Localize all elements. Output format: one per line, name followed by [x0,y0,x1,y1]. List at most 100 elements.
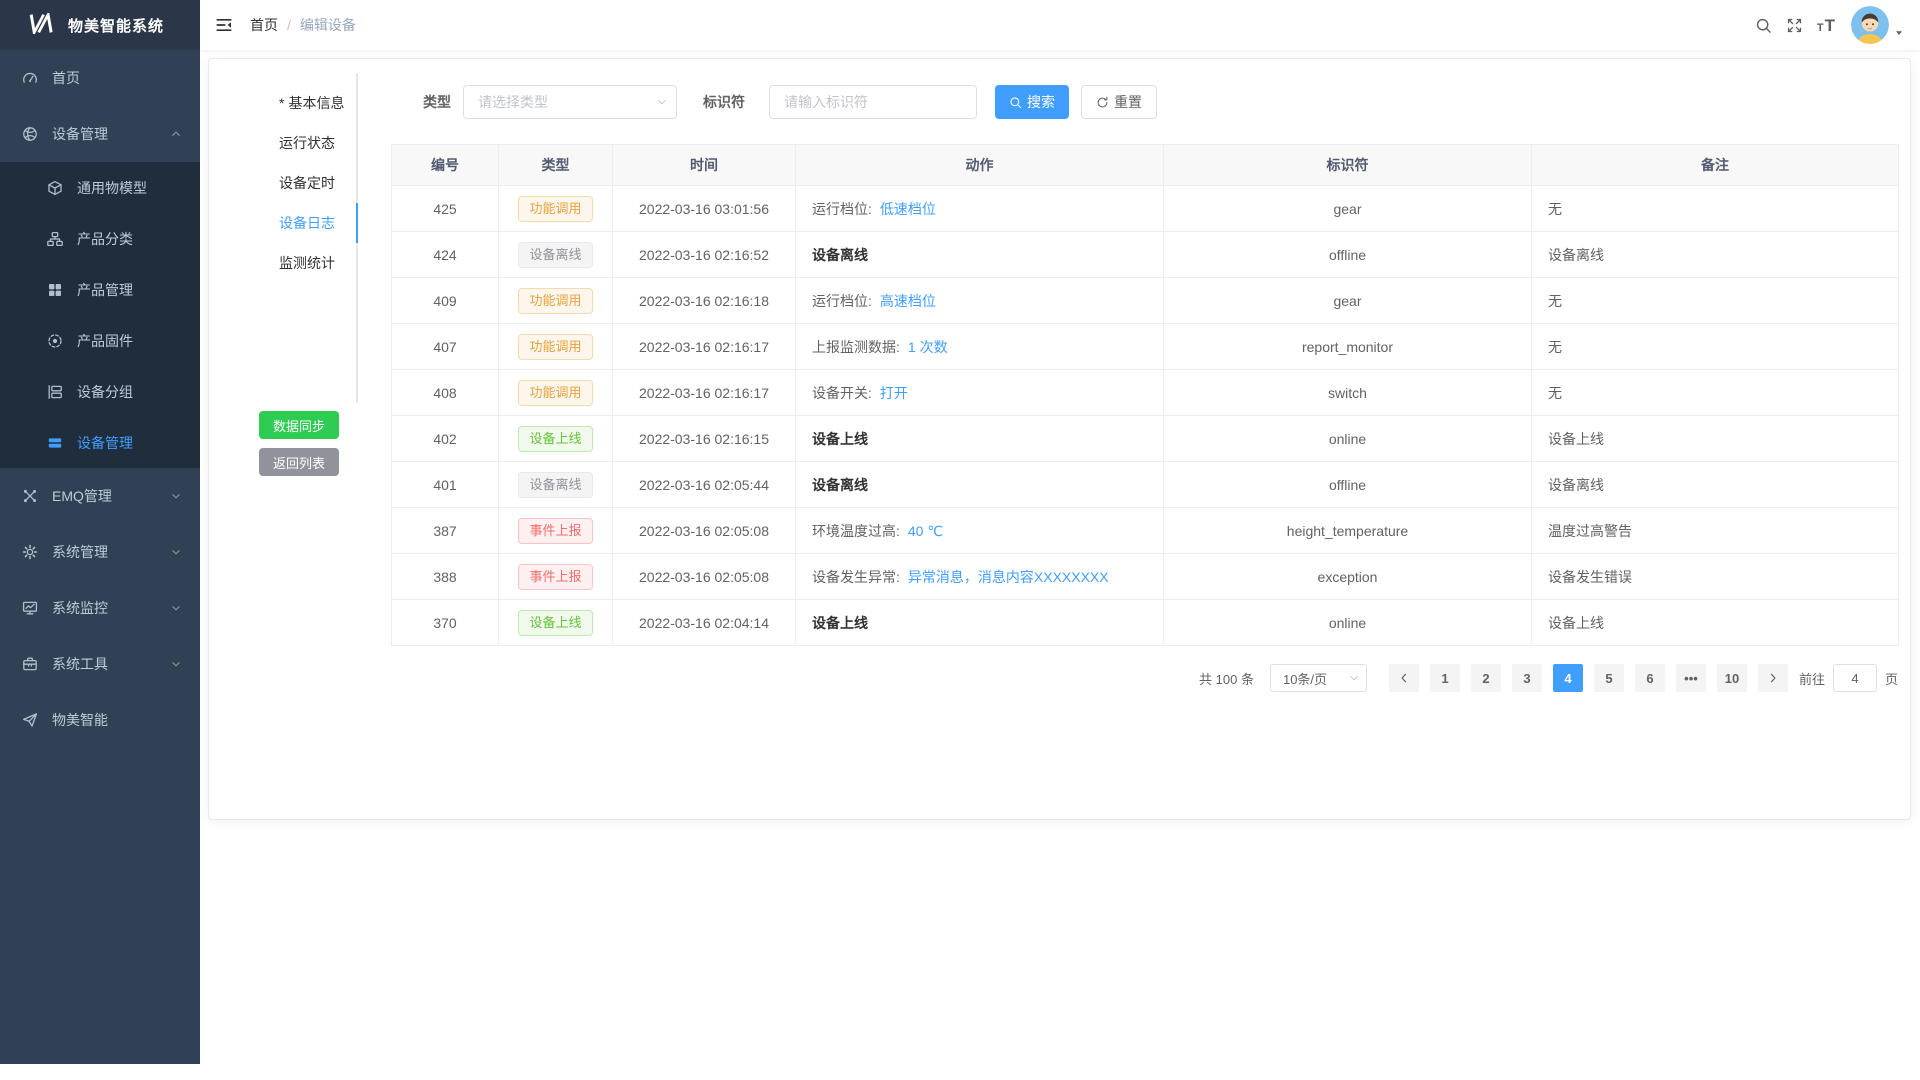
log-type-tag: 设备上线 [518,609,593,636]
app-title: 物美智能系统 [68,17,165,35]
reset-button[interactable]: 重置 [1081,85,1157,119]
pagination-total: 共 100 条 [1199,671,1254,687]
log-identifier: height_temperature [1163,507,1532,554]
sidebar-item-product-firmware[interactable]: 产品固件 [0,315,200,366]
sidebar-item-product-management[interactable]: 产品管理 [0,264,200,315]
menu-fold-icon[interactable] [215,16,233,34]
avatar[interactable] [1851,6,1889,44]
tab-basic-info[interactable]: * 基本信息 [209,83,357,123]
table-row: 402 设备上线 2022-03-16 02:16:15 设备上线 online 设备上线 [391,415,1899,462]
log-action-text: 设备上线 [812,614,868,631]
caret-down-icon[interactable] [1894,28,1904,38]
chevron-down-icon [170,602,182,614]
log-time: 2022-03-16 02:16:17 [612,369,796,416]
sidebar-item-wumei-smart[interactable]: 物美智能 [0,692,200,748]
log-time: 2022-03-16 02:04:14 [612,599,796,646]
log-type-cell: 功能调用 [498,277,613,324]
log-action-cell: 设备上线 [795,599,1164,646]
next-page-button[interactable] [1757,664,1788,692]
log-remark: 设备发生错误 [1531,553,1899,600]
tab-label: 基本信息 [288,95,345,111]
log-action-cell: 运行档位: 高速档位 [795,277,1164,324]
app-logo: 物美智能系统 [0,0,200,50]
column-header-type: 类型 [498,144,613,186]
tab-device-timer[interactable]: 设备定时 [209,163,357,203]
page-button-2[interactable]: 2 [1470,664,1501,692]
table-row: 425 功能调用 2022-03-16 03:01:56 运行档位: 低速档位 gear 无 [391,185,1899,232]
log-action-link[interactable]: 打开 [879,384,908,401]
required-asterisk: * [279,95,285,111]
font-size-icon[interactable]: TT [1816,15,1835,35]
firmware-icon [47,333,63,349]
page-button-10[interactable]: 10 [1716,664,1747,692]
log-time: 2022-03-16 02:05:08 [612,553,796,600]
tab-device-log[interactable]: 设备日志 [209,203,357,243]
search-icon[interactable] [1755,17,1772,34]
tab-running-status[interactable]: 运行状态 [209,123,357,163]
table-row: 408 功能调用 2022-03-16 02:16:17 设备开关: 打开 switch 无 [391,369,1899,416]
page-button-3[interactable]: 3 [1511,664,1542,692]
monitor-icon [22,600,38,616]
log-type-cell: 功能调用 [498,323,613,370]
log-action-link[interactable]: 高速档位 [879,292,936,309]
goto-page-input[interactable] [1832,664,1877,692]
chevron-left-icon [1398,672,1410,684]
group-icon [47,384,63,400]
log-remark: 设备离线 [1531,231,1899,278]
identifier-input[interactable] [769,85,977,119]
log-action-label: 设备发生异常: [812,568,900,585]
sidebar-item-label: 产品固件 [77,332,133,349]
grid-icon [47,282,63,298]
page-button-4[interactable]: 4 [1552,664,1583,692]
tab-monitor-stats[interactable]: 监测统计 [209,243,357,283]
sidebar-item-product-category[interactable]: 产品分类 [0,213,200,264]
bars-icon [47,435,63,451]
topbar: 首页 / 编辑设备 TT [200,0,1920,50]
log-action-text: 设备离线 [812,246,868,263]
log-action-label: 上报监测数据: [812,338,900,355]
chevron-down-icon [170,658,182,670]
sidebar-item-label: 设备管理 [77,434,133,451]
more-pages-button[interactable]: ••• [1675,664,1706,692]
sidebar-item-system-management[interactable]: 系统管理 [0,524,200,580]
fullscreen-icon[interactable] [1786,17,1803,34]
prev-page-button[interactable] [1388,664,1419,692]
sidebar-item-device-management[interactable]: 设备管理 [0,106,200,162]
table-row: 387 事件上报 2022-03-16 02:05:08 环境温度过高: 40 ℃ hei… [391,507,1899,554]
page-button-5[interactable]: 5 [1593,664,1624,692]
toolbox-icon [22,656,38,672]
sidebar-item-device-list[interactable]: 设备管理 [0,417,200,468]
log-type-cell: 功能调用 [498,369,613,416]
data-sync-button[interactable]: 数据同步 [259,411,339,439]
sidebar-item-label: 首页 [52,70,80,86]
page-button-1[interactable]: 1 [1429,664,1460,692]
gear-icon [22,544,38,560]
tab-label: 运行状态 [279,135,335,151]
sidebar-item-emq-management[interactable]: EMQ管理 [0,468,200,524]
sidebar-item-home[interactable]: 首页 [0,50,200,106]
log-type-tag: 设备离线 [518,241,593,268]
log-id: 401 [391,461,499,508]
log-action-link[interactable]: 1 次数 [907,338,948,355]
paper-plane-icon [22,712,38,728]
sidebar-item-system-tools[interactable]: 系统工具 [0,636,200,692]
sidebar-item-thing-model[interactable]: 通用物模型 [0,162,200,213]
log-identifier: gear [1163,277,1532,324]
sidebar-item-system-monitor[interactable]: 系统监控 [0,580,200,636]
log-action-link[interactable]: 异常消息，消息内容XXXXXXXX [907,568,1109,585]
log-action-link[interactable]: 低速档位 [879,200,936,217]
breadcrumb-home[interactable]: 首页 [250,17,278,33]
log-id: 408 [391,369,499,416]
search-button[interactable]: 搜索 [995,85,1069,119]
cube-icon [47,180,63,196]
sidebar-item-label: 系统工具 [52,656,108,672]
page-size-select[interactable]: 10条/页 [1269,664,1367,692]
log-time: 2022-03-16 02:05:08 [612,507,796,554]
log-time: 2022-03-16 03:01:56 [612,185,796,232]
sidebar-menu: 首页 设备管理 通用物模型 产品分类 产品管理 产品固件 设备分组 设备管理 EMQ管理 系统管理… [0,50,200,748]
log-action-link[interactable]: 40 ℃ [907,522,944,539]
sidebar-item-device-group[interactable]: 设备分组 [0,366,200,417]
page-button-6[interactable]: 6 [1634,664,1665,692]
type-select[interactable]: 请选择类型 [463,85,677,119]
back-to-list-button[interactable]: 返回列表 [259,448,339,476]
